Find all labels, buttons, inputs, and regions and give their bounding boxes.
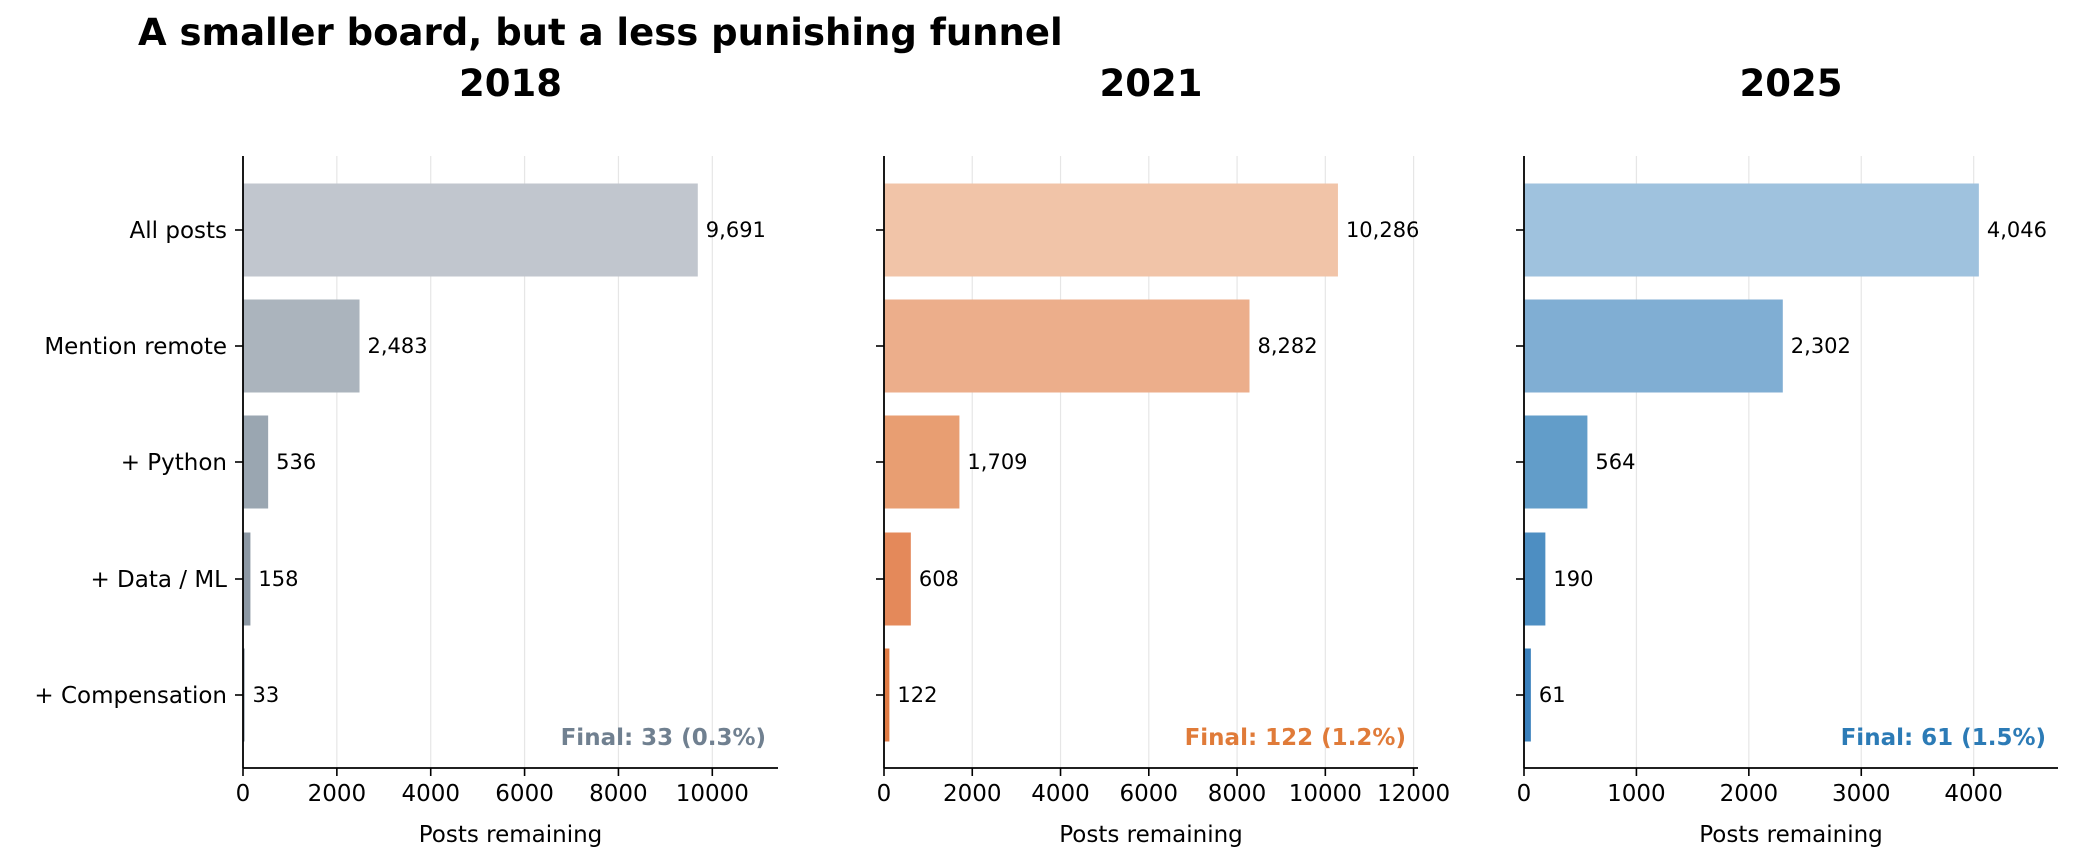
bar-all-posts xyxy=(884,183,1338,277)
x-tick-label: 12000 xyxy=(1377,781,1450,807)
value-label: 158 xyxy=(258,567,298,591)
value-label: 536 xyxy=(276,450,316,474)
bar-data-ml xyxy=(1524,532,1546,626)
panel-2021: 2021 10,286 8,282 1,709 608 122 0 2000 4000 6000 8… xyxy=(876,62,1450,848)
x-tick-label: 8000 xyxy=(589,781,648,807)
x-tick-label: 6000 xyxy=(1120,781,1179,807)
x-tick-label: 6000 xyxy=(495,781,554,807)
bar-python xyxy=(884,415,960,509)
value-label: 8,282 xyxy=(1258,334,1318,358)
x-axis-label: Posts remaining xyxy=(419,822,603,848)
x-axis-label: Posts remaining xyxy=(1699,822,1883,848)
bar-compensation xyxy=(1524,648,1531,742)
figure-title: A smaller board, but a less punishing fu… xyxy=(138,11,1063,54)
x-tick-label: 0 xyxy=(1517,781,1532,807)
x-tick-label: 2000 xyxy=(308,781,367,807)
bar-python xyxy=(243,415,269,509)
bar-compensation xyxy=(884,648,890,742)
bar-mention-remote xyxy=(884,299,1250,393)
x-tick-label: 2000 xyxy=(943,781,1002,807)
value-label: 10,286 xyxy=(1346,218,1419,242)
x-axis-label: Posts remaining xyxy=(1059,822,1243,848)
value-label: 1,709 xyxy=(967,450,1027,474)
value-label: 61 xyxy=(1539,683,1566,707)
bar-mention-remote xyxy=(243,299,360,393)
final-annotation: Final: 61 (1.5%) xyxy=(1841,725,2046,751)
category-label: + Python xyxy=(121,450,227,476)
x-tick-label: 4000 xyxy=(1944,781,2003,807)
value-label: 564 xyxy=(1595,450,1635,474)
bar-python xyxy=(1524,415,1588,509)
x-tick-label: 4000 xyxy=(401,781,460,807)
value-label: 190 xyxy=(1553,567,1593,591)
panel-2018: 2018 9,691 2,483 536 158 33 All posts Mention r… xyxy=(34,62,778,848)
value-label: 2,483 xyxy=(368,334,428,358)
category-label: + Compensation xyxy=(34,683,227,709)
value-label: 122 xyxy=(897,683,937,707)
x-tick-label: 10000 xyxy=(1289,781,1362,807)
x-tick-label: 2000 xyxy=(1720,781,1779,807)
x-tick-label: 0 xyxy=(236,781,251,807)
bar-all-posts xyxy=(1524,183,1979,277)
bar-mention-remote xyxy=(1524,299,1783,393)
final-annotation: Final: 122 (1.2%) xyxy=(1185,725,1406,751)
x-tick-label: 3000 xyxy=(1832,781,1891,807)
value-label: 9,691 xyxy=(706,218,766,242)
x-tick-label: 0 xyxy=(877,781,892,807)
panel-title: 2018 xyxy=(459,62,562,105)
x-tick-label: 8000 xyxy=(1208,781,1267,807)
category-label: All posts xyxy=(130,218,227,244)
panels: 2018 9,691 2,483 536 158 33 All posts Mention r… xyxy=(34,62,2058,848)
bar-data-ml xyxy=(884,532,911,626)
x-tick-label: 4000 xyxy=(1031,781,1090,807)
value-label: 2,302 xyxy=(1791,334,1851,358)
category-label: + Data / ML xyxy=(90,567,227,593)
panel-2025: 2025 4,046 2,302 564 190 61 0 1000 2000 3000 4000 P… xyxy=(1516,62,2058,848)
panel-title: 2021 xyxy=(1100,62,1203,105)
value-label: 4,046 xyxy=(1987,218,2047,242)
panel-title: 2025 xyxy=(1740,62,1843,105)
final-annotation: Final: 33 (0.3%) xyxy=(561,725,766,751)
bar-all-posts xyxy=(243,183,698,277)
value-label: 33 xyxy=(253,683,280,707)
bar-data-ml xyxy=(243,532,251,626)
x-tick-label: 1000 xyxy=(1607,781,1666,807)
x-tick-label: 10000 xyxy=(676,781,749,807)
value-label: 608 xyxy=(919,567,959,591)
category-label: Mention remote xyxy=(44,334,227,360)
